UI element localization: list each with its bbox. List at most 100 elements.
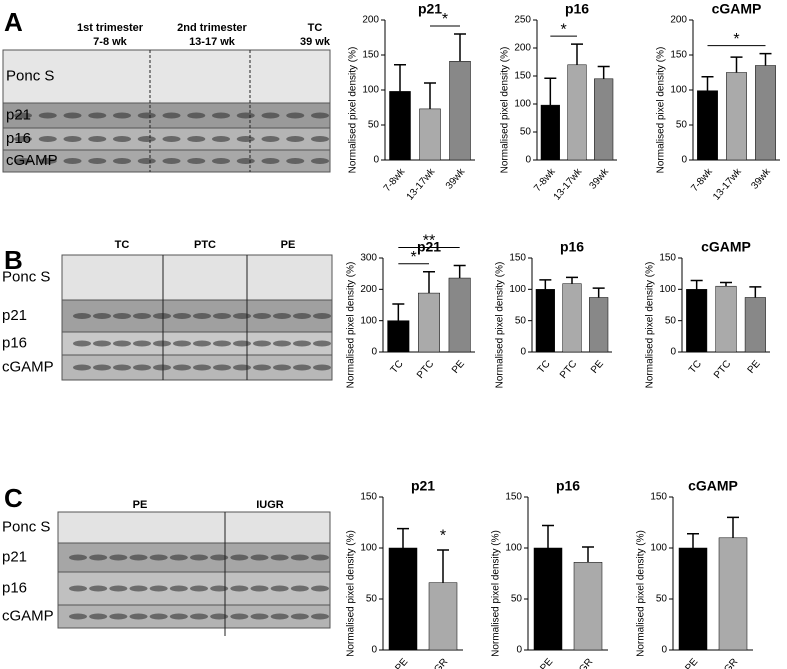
x-tick-label: 39wk <box>588 166 612 192</box>
blot-band <box>311 136 329 142</box>
y-tick-label: 50 <box>665 315 677 326</box>
blot-band <box>73 313 91 319</box>
x-tick-label: 7-8wk <box>532 166 558 194</box>
error-bar <box>437 549 449 583</box>
error-bar <box>453 264 466 279</box>
blot-band <box>293 340 311 347</box>
error-bar <box>394 64 406 92</box>
significance-label: * <box>440 527 446 544</box>
blot-strip <box>57 511 331 544</box>
blot-band <box>313 313 331 319</box>
blot-band <box>212 136 230 142</box>
blot-band <box>133 364 151 371</box>
blot-band <box>73 340 91 347</box>
bar <box>573 562 603 651</box>
blot-strip <box>2 49 331 104</box>
error-bar <box>597 65 610 79</box>
chart-title: cGAMP <box>712 1 762 17</box>
x-tick-label: PTC <box>558 359 579 381</box>
y-tick-label: 100 <box>650 543 667 554</box>
blot-band <box>290 613 309 620</box>
blot-band <box>173 340 191 347</box>
y-tick-label: 100 <box>360 315 377 326</box>
x-tick-label: 13-17wk <box>405 166 438 203</box>
blot-band <box>88 112 107 119</box>
blot-band <box>169 554 188 561</box>
y-tick-label: 50 <box>656 594 668 605</box>
blot-band <box>73 364 91 371</box>
blot-band <box>93 340 111 347</box>
blot-band <box>187 158 206 164</box>
blot-band <box>193 364 211 371</box>
chart-title: p16 <box>556 478 580 494</box>
error-bar <box>582 546 594 563</box>
blot-band <box>38 112 57 119</box>
blot-band <box>236 158 255 164</box>
blot-band <box>162 158 181 164</box>
blot-band <box>250 613 269 620</box>
x-tick-label: TC <box>389 359 406 376</box>
error-bar <box>423 271 435 294</box>
y-tick-label: 150 <box>670 50 687 61</box>
y-tick-label: 0 <box>516 645 522 656</box>
error-bar <box>424 82 436 109</box>
blot-band <box>210 554 229 561</box>
blot-row-label: Ponc S <box>6 67 54 84</box>
blot-band <box>89 554 108 561</box>
blot-band <box>133 340 151 347</box>
blot-band <box>213 340 231 347</box>
error-bar <box>397 527 409 548</box>
blot-band <box>129 585 148 592</box>
y-tick-label: 200 <box>670 15 687 26</box>
blot-band <box>230 585 249 592</box>
blot-band <box>69 613 87 620</box>
blot-band <box>313 340 331 347</box>
bar <box>535 289 555 353</box>
bar <box>718 537 748 651</box>
blot-band <box>162 112 181 119</box>
blot-band <box>14 136 32 142</box>
blot-band <box>153 364 171 371</box>
blot-row-label: cGAMP <box>2 607 54 624</box>
x-tick-label: 7-8wk <box>382 166 408 194</box>
significance-label: ** <box>423 233 435 250</box>
error-bar <box>730 56 743 73</box>
blot-band <box>213 364 231 371</box>
blot-band <box>212 158 230 164</box>
blot-band <box>286 112 305 119</box>
y-tick-label: 0 <box>373 155 379 166</box>
chart-title: p21 <box>418 1 442 17</box>
group-label: TC <box>308 22 323 34</box>
error-bar <box>539 279 552 290</box>
blot-band <box>113 340 131 347</box>
y-axis-label: Normalised pixel density (%) <box>495 262 506 389</box>
blot-band <box>253 313 271 319</box>
bar <box>448 277 471 353</box>
error-bar <box>571 43 583 65</box>
blot-band <box>190 554 208 561</box>
error-bar <box>727 516 739 538</box>
x-tick-label: TC <box>536 359 553 376</box>
bar <box>389 91 411 161</box>
y-tick-label: 150 <box>514 71 531 82</box>
bar <box>418 292 440 353</box>
group-label: 2nd trimester <box>177 22 247 34</box>
bar <box>388 547 418 651</box>
group-label: 1st trimester <box>77 22 144 34</box>
blot-strip <box>61 254 333 301</box>
y-tick-label: 0 <box>681 155 687 166</box>
y-tick-label: 150 <box>659 253 676 264</box>
bar <box>387 320 410 353</box>
y-tick-label: 100 <box>514 99 531 110</box>
blot-band <box>93 313 111 319</box>
y-tick-label: 0 <box>661 645 667 656</box>
blot-band <box>210 613 229 620</box>
blot-band <box>233 364 251 371</box>
significance-label: * <box>411 249 417 266</box>
y-axis-label: Normalised pixel density (%) <box>636 530 647 657</box>
error-bar <box>542 524 554 548</box>
y-tick-label: 0 <box>525 155 531 166</box>
group-label: IUGR <box>256 499 284 511</box>
blot-band <box>253 340 271 347</box>
